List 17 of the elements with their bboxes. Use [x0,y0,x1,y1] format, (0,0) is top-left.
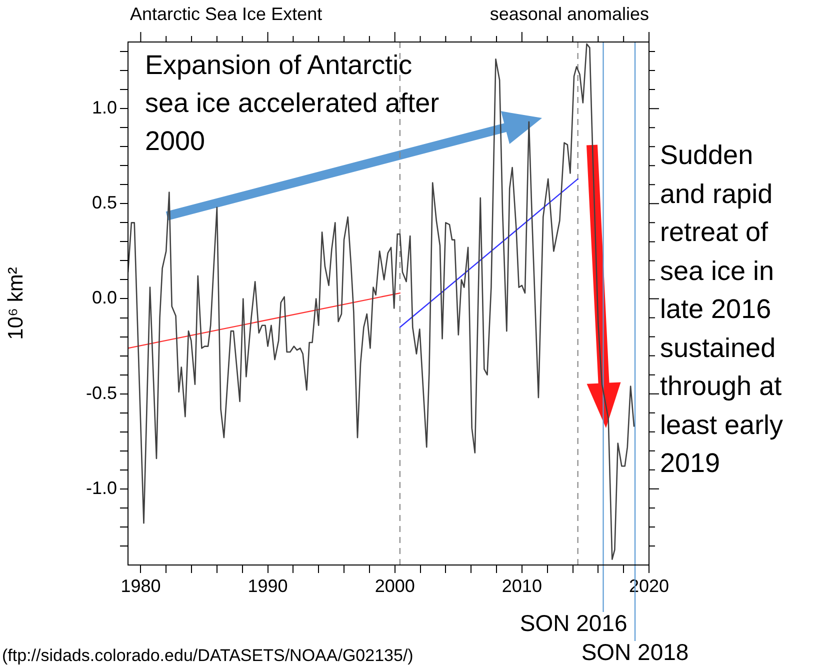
x-tick-label: 2010 [502,576,542,596]
y-tick-label: 0.0 [92,288,117,308]
y-tick-label: -1.0 [86,478,117,498]
y-tick-label: 1.0 [92,98,117,118]
chart-subtitle: seasonal anomalies [490,4,649,25]
ref-line-label: SON 2018 [581,638,689,665]
text: Sudden and rapid retreat of sea ice in late 2016 sustained through at least early 2019 [660,140,784,478]
ref-line-label: SON 2016 [520,610,628,636]
x-tick-label: 1980 [120,576,161,596]
text: (ftp://sidads.colorado.edu/DATASETS/NOAA/G02135/) [2,646,414,666]
chart-title: Antarctic Sea Ice Extent [130,4,322,25]
y-tick-label: 0.5 [92,192,117,213]
y-axis-title: 10⁶ km² [4,267,28,340]
x-tick-label: 2000 [374,576,415,596]
x-tick-label: 1990 [248,576,288,596]
y-tick-label: -0.5 [86,382,117,403]
annotation: Expansion of Antarctic sea ice accelerated after 2000 [145,49,440,158]
